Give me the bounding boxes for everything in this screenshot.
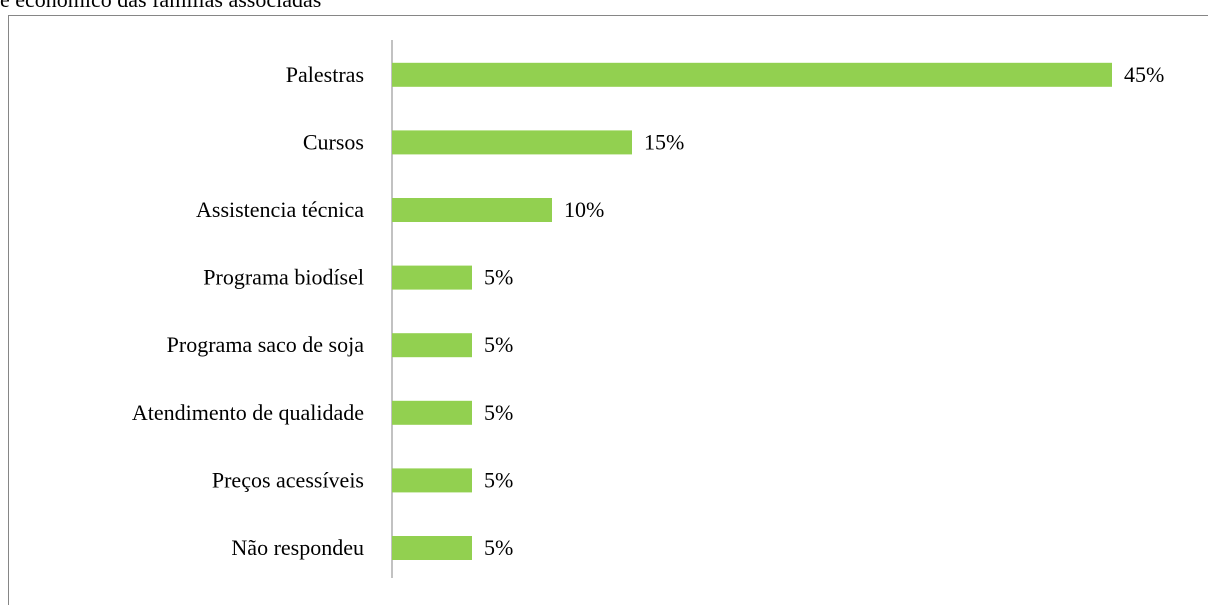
category-label: Atendimento de qualidade — [132, 400, 364, 425]
bar — [392, 130, 632, 155]
category-label: Palestras — [286, 62, 364, 87]
value-label: 10% — [564, 197, 604, 222]
bar — [392, 400, 472, 425]
bar — [392, 62, 1112, 87]
bar — [392, 536, 472, 560]
category-label: Preços acessíveis — [212, 467, 364, 492]
bar — [392, 265, 472, 290]
bar — [392, 333, 472, 358]
bar — [392, 198, 552, 222]
category-label: Programa biodísel — [203, 265, 364, 290]
value-label: 5% — [484, 332, 513, 357]
chart-title: e econômico das famílias associadas — [0, 0, 321, 12]
value-label: 45% — [1124, 62, 1164, 87]
value-label: 5% — [484, 535, 513, 560]
bar — [392, 468, 472, 493]
chart-border — [8, 15, 1208, 605]
category-label: Cursos — [303, 129, 364, 154]
category-label: Programa saco de soja — [167, 332, 365, 357]
value-label: 5% — [484, 265, 513, 290]
value-label: 5% — [484, 467, 513, 492]
value-label: 15% — [644, 129, 684, 154]
category-label: Assistencia técnica — [196, 197, 364, 222]
category-label: Não respondeu — [231, 535, 364, 560]
value-label: 5% — [484, 400, 513, 425]
